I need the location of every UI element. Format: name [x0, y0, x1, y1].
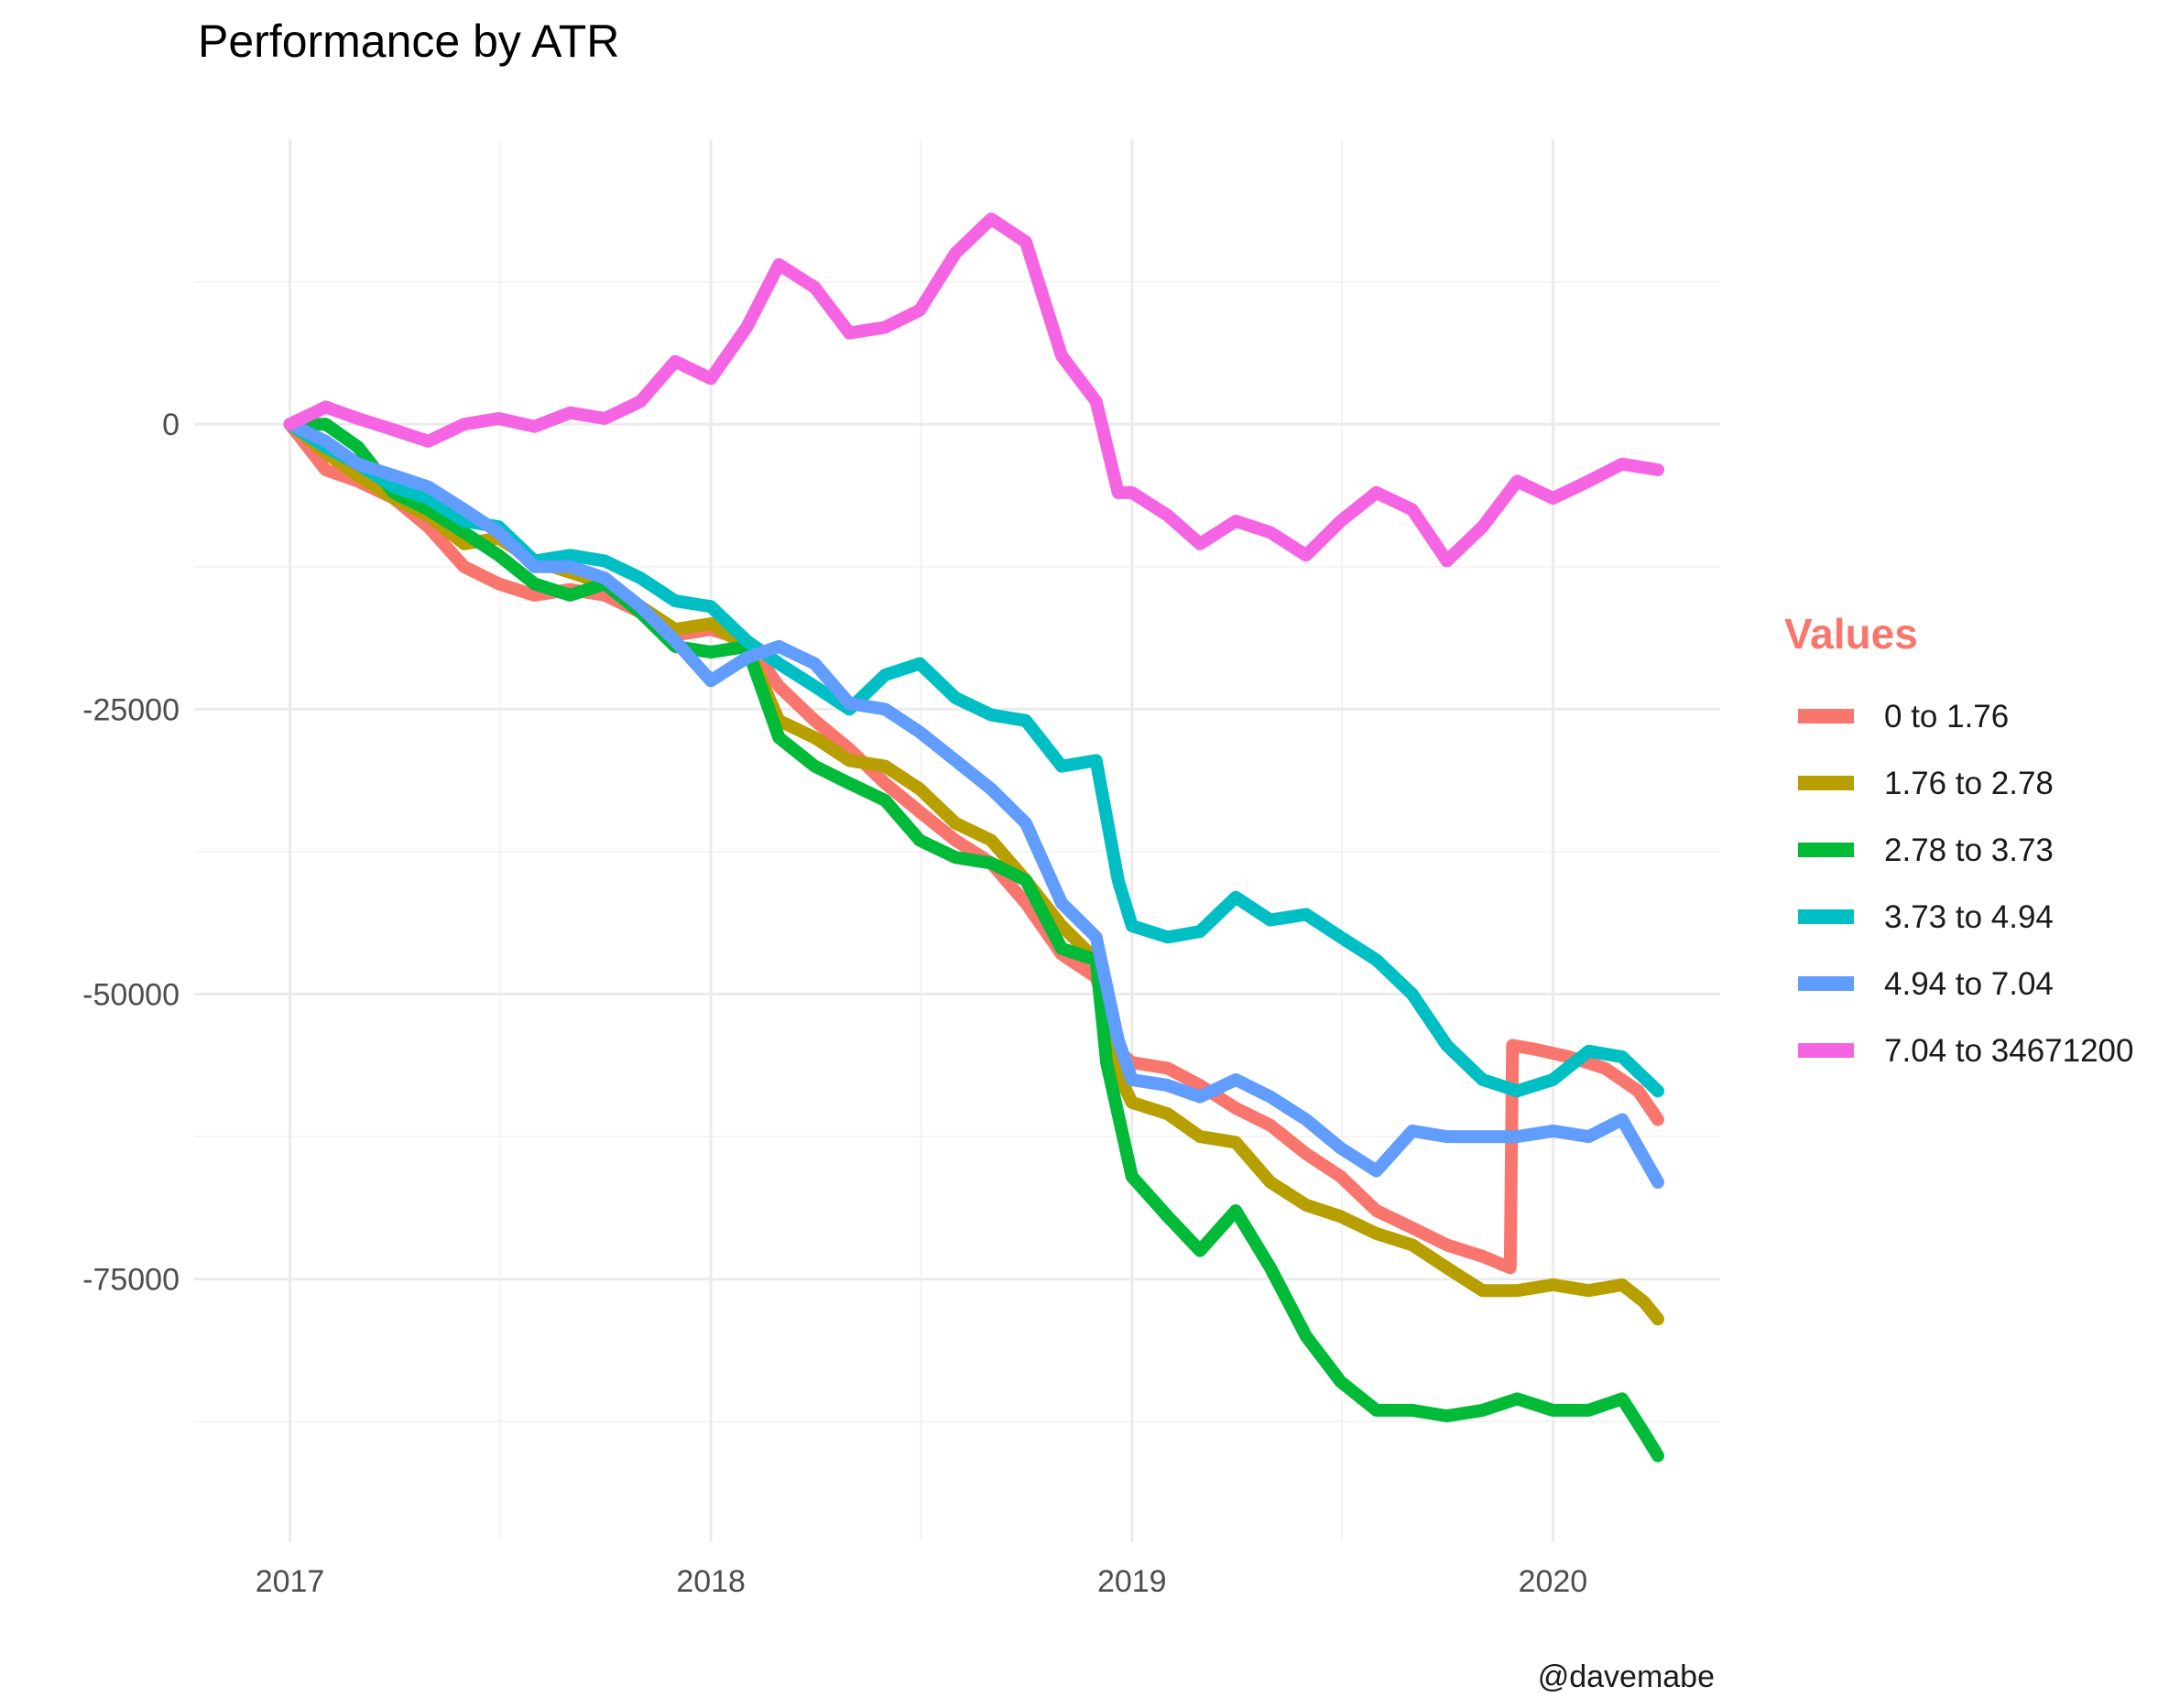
- legend-label: 7.04 to 34671200: [1884, 1033, 2133, 1069]
- legend-title: Values: [1784, 610, 1918, 658]
- caption: @davemabe: [1538, 1659, 1715, 1694]
- series-line: [283, 418, 1664, 1463]
- y-tick-label: -50000: [82, 978, 180, 1013]
- legend-label: 3.73 to 4.94: [1884, 899, 2054, 935]
- x-tick-label: 2018: [676, 1564, 746, 1599]
- legend-label: 4.94 to 7.04: [1884, 966, 2054, 1002]
- legend: Values 0 to 1.76 1.76 to 2.78 2.78 to 3.73…: [1784, 610, 2133, 1069]
- y-tick-label: 0: [162, 408, 180, 442]
- legend-label: 0 to 1.76: [1884, 699, 2009, 734]
- chart-title: Performance by ATR: [198, 16, 619, 67]
- x-tick-label: 2017: [256, 1564, 325, 1599]
- legend-items: 0 to 1.76 1.76 to 2.78 2.78 to 3.73 3.73 to…: [1798, 699, 2133, 1069]
- x-tick-label: 2020: [1519, 1564, 1588, 1599]
- y-tick-label: -75000: [82, 1263, 180, 1298]
- grid: [194, 139, 1720, 1541]
- legend-label: 1.76 to 2.78: [1884, 766, 2054, 801]
- series-line: [283, 418, 1664, 1189]
- series-line: [283, 212, 1664, 568]
- legend-label: 2.78 to 3.73: [1884, 832, 2054, 868]
- series-line: [283, 418, 1664, 1275]
- axis-tick-labels: -75000 -50000 -25000 0 2017 2018 2019 2020: [82, 408, 1587, 1599]
- plot-series: [283, 212, 1664, 1463]
- x-tick-label: 2019: [1097, 1564, 1167, 1599]
- y-tick-label: -25000: [82, 692, 180, 727]
